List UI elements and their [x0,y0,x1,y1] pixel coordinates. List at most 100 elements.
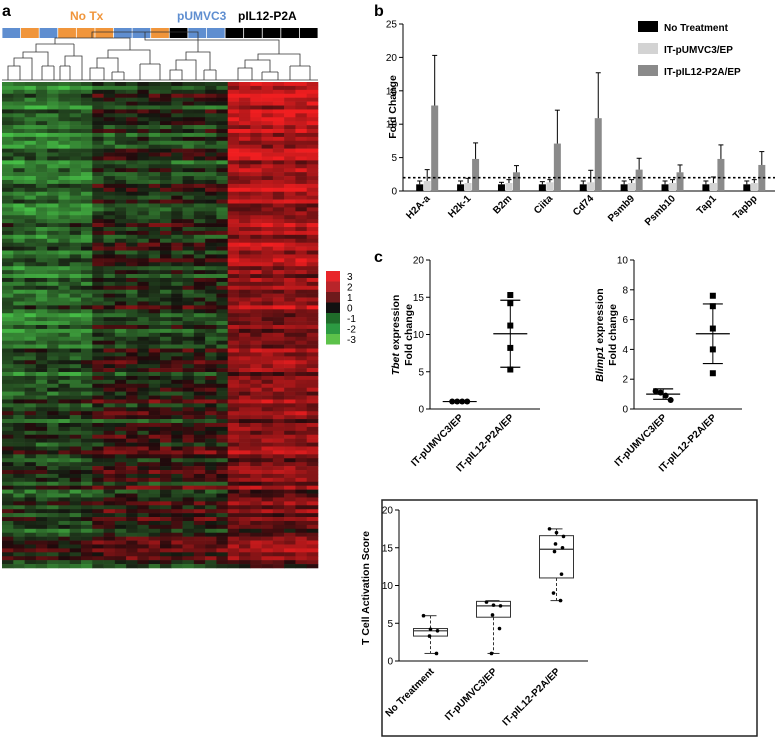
heatmap-cell [239,438,251,443]
heatmap-cell [284,556,296,561]
heatmap-cell [58,179,71,185]
heatmap-cell [216,399,229,404]
heatmap-cell [193,262,206,267]
heatmap-cell [227,109,240,114]
heatmap-cell [137,85,150,91]
heatmap-cell [13,391,25,396]
heatmap-cell [126,223,138,228]
heatmap-cell [13,277,25,283]
heatmap-cell [227,203,240,208]
heatmap-cell [13,176,25,181]
heatmap-cell [103,89,116,95]
heatmap-cell [69,199,82,204]
heatmap-cell [160,426,172,432]
heatmap-cell [137,466,150,471]
heatmap-cell [182,89,195,95]
heatmap-cell [216,450,229,455]
heatmap-cell [126,544,138,549]
heatmap-cell [239,364,251,369]
heatmap-cell [24,524,37,530]
heatmap-cell [306,183,319,189]
heatmap-cell [126,513,138,518]
heatmap-cell [205,532,217,537]
heatmap-cell [69,360,82,365]
heatmap-cell [284,544,296,549]
heatmap-cell [250,325,262,330]
heatmap-cell [58,454,71,459]
heatmap-cell [35,285,48,291]
heatmap-cell [24,481,37,486]
heatmap-cell [272,191,285,196]
heatmap-cell [114,520,127,526]
heatmap-cell [160,356,172,361]
heatmap-cell [58,497,71,502]
heatmap-cell [295,305,308,310]
heatmap-cell [35,325,48,330]
heatmap-cell [284,97,296,102]
heatmap-cell [239,313,251,318]
heatmap-cell [171,544,183,549]
heatmap-cell [126,477,138,483]
heatmap-cell [92,489,104,494]
heatmap-cell [35,242,48,247]
heatmap-cell [216,442,229,447]
heatmap-cell [284,129,296,134]
heatmap-cell [24,477,37,483]
heatmap-cell [284,109,296,114]
heatmap-cell [227,340,240,345]
heatmap-cell [239,552,251,557]
heatmap-cell [13,203,25,208]
heatmap-cell [171,462,183,467]
heatmap-cell [137,242,150,247]
heatmap-cell [171,528,183,534]
heatmap-cell [24,356,37,361]
heatmap-cell [13,266,25,271]
heatmap-cell [193,446,206,451]
heatmap-cell [171,501,183,506]
heatmap-cell [58,422,71,428]
box-data-point [559,572,564,576]
heatmap-cell [272,105,285,110]
heatmap-cell [69,305,82,310]
heatmap-cell [182,501,195,506]
heatmap-cell [182,340,195,345]
heatmap-cell [227,540,240,545]
heatmap-cell [126,517,138,522]
heatmap-cell [227,446,240,451]
heatmap-cell [81,109,93,114]
heatmap-cell [171,375,183,381]
heatmap-cell [306,113,319,118]
heatmap-cell [272,168,285,173]
heatmap-cell [306,364,319,369]
heatmap-cell [35,148,48,153]
heatmap-cell [92,473,104,479]
heatmap-cell [148,454,161,459]
heatmap-cell [182,97,195,102]
heatmap-cell [24,493,37,498]
heatmap-cell [35,144,48,149]
heatmap-cell [205,368,217,373]
heatmap-cell [284,493,296,498]
heatmap-cell [137,109,150,114]
heatmap-cell [24,121,37,126]
heatmap-cell [81,317,93,322]
heatmap-cell [47,485,59,490]
heatmap-cell [81,211,93,216]
heatmap-cell [216,242,229,247]
heatmap-cell [205,501,217,506]
heatmap-cell [137,552,150,557]
heatmap-cell [126,454,138,459]
heatmap-cell [160,387,172,392]
heatmap-cell [295,446,308,451]
heatmap-cell [306,234,319,240]
heatmap-cell [272,305,285,310]
heatmap-cell [137,262,150,267]
heatmap-cell [216,501,229,506]
heatmap-cell [193,179,206,185]
blimp1-y-axis-label-line2: Fold change [607,304,619,366]
heatmap-cell [148,179,161,185]
heatmap-cell [47,152,59,157]
heatmap-cell [182,305,195,310]
heatmap-cell [182,301,195,306]
heatmap-cell [272,313,285,318]
